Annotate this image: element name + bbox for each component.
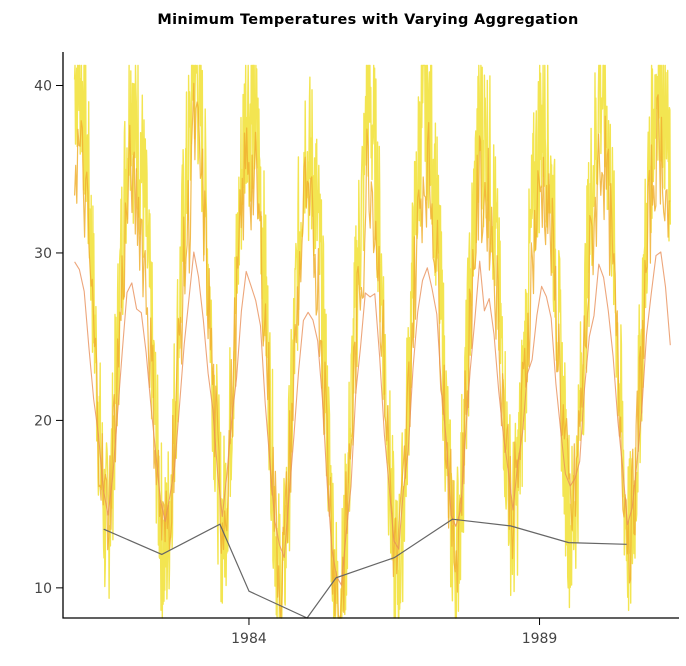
y-tick-label-30: 30 [34,246,52,262]
series-line-weekly [74,82,671,619]
axes [62,52,679,619]
series-line-daily [73,64,671,619]
series-line-annual-minimum [103,518,627,619]
x-tick-label-1989: 1989 [522,631,558,647]
y-tick-label-10: 10 [34,581,52,597]
series-layer [73,64,671,619]
x-axis: 1984 1989 [231,618,557,647]
chart-title: Minimum Temperatures with Varying Aggreg… [157,12,578,28]
x-tick-label-1984: 1984 [231,631,267,647]
y-tick-label-20: 20 [34,413,52,429]
y-axis: 10 20 30 40 [34,78,63,597]
series-line-monthly [74,251,671,586]
y-tick-label-40: 40 [34,78,52,94]
